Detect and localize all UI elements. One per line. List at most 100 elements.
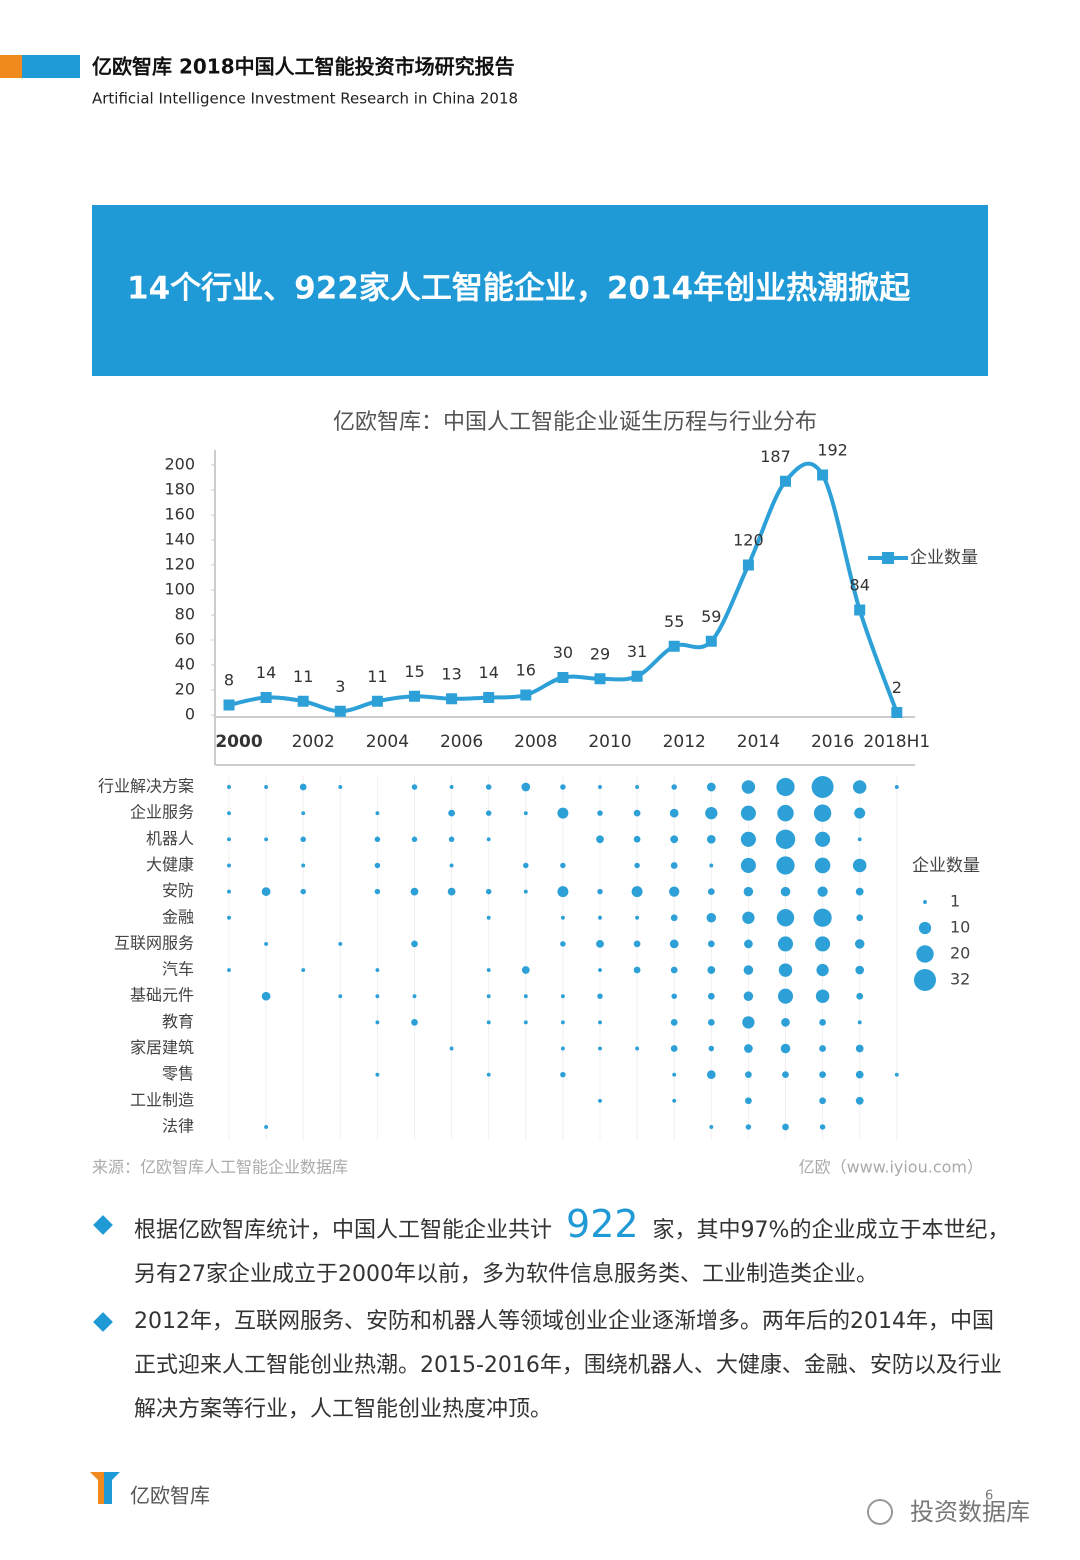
row-label: 教育 [162, 1012, 194, 1031]
bubble [375, 994, 380, 999]
bubble [781, 1018, 790, 1027]
data-label: 29 [590, 644, 610, 663]
chart-title: 亿欧智库：中国人工智能企业诞生历程与行业分布 [333, 410, 817, 435]
bubble [597, 888, 603, 895]
logo-icon [90, 1472, 104, 1504]
bubble [706, 834, 716, 844]
bubble [596, 940, 604, 948]
header-subtitle: Artificial Intelligence Investment Resea… [92, 90, 518, 108]
y-tick-label: 120 [164, 555, 195, 574]
legend-bubble [914, 969, 936, 991]
bubble [485, 810, 492, 816]
header-title: 亿欧智库 2018中国人工智能投资市场研究报告 [92, 55, 515, 79]
data-label: 8 [224, 671, 234, 690]
bubble [411, 940, 418, 948]
bubble [449, 785, 454, 789]
point-marker [371, 695, 383, 707]
bubble [449, 863, 454, 868]
header-bar [22, 55, 80, 78]
bubble [670, 835, 679, 844]
y-tick-label: 180 [164, 480, 195, 499]
bubble [635, 915, 640, 920]
bubble [560, 862, 566, 869]
bubble [819, 1071, 826, 1079]
point-marker [223, 699, 235, 711]
data-label: 11 [293, 667, 313, 686]
paragraph: 2012年，互联网服务、安防和机器人等领域创业企业逐渐增多。两年后的2014年，… [134, 1300, 1014, 1432]
bubble [598, 915, 602, 920]
bubble [560, 1020, 565, 1025]
bubble [819, 1018, 826, 1026]
point-marker [483, 692, 495, 703]
paragraph: 根据亿欧智库统计，中国人工智能企业共计 922 家，其中97%的企业成立于本世纪，另… [134, 1202, 1014, 1297]
bubble [596, 835, 604, 844]
bubble [855, 965, 865, 975]
bubble [227, 863, 231, 868]
point-marker [409, 690, 420, 702]
bubble [448, 809, 455, 817]
y-tick-label: 0 [185, 705, 195, 724]
point-marker [668, 640, 680, 652]
row-label: 零售 [162, 1064, 194, 1083]
bubble [301, 863, 306, 868]
bubble [671, 784, 677, 790]
point-marker [742, 559, 754, 571]
data-label: 14 [479, 663, 499, 682]
legend-label: 32 [950, 970, 970, 989]
y-tick-label: 80 [175, 605, 195, 624]
bubble [410, 887, 419, 896]
bubble [633, 940, 641, 948]
y-tick-label: 200 [164, 455, 195, 474]
bubble [560, 915, 565, 920]
bubble [264, 941, 269, 946]
point-marker [446, 693, 458, 705]
bubble [706, 1070, 716, 1079]
bubble [855, 1044, 864, 1053]
bubble [894, 785, 899, 789]
logo-icon [104, 1472, 120, 1504]
bubble [813, 908, 832, 927]
credit: 亿欧（www.iyiou.com） [799, 1158, 983, 1177]
x-tick-label: 2016 [811, 732, 854, 752]
bubble [523, 811, 528, 816]
point-marker [334, 705, 346, 717]
bubble [375, 1020, 380, 1025]
bubble [560, 1046, 565, 1051]
y-tick-label: 100 [164, 580, 195, 599]
bubble [670, 1045, 678, 1052]
bubble [777, 804, 794, 822]
bubble [709, 863, 714, 868]
bubble [523, 862, 529, 869]
bubble [815, 989, 830, 1003]
bubble [227, 837, 231, 842]
legend-bubble [918, 921, 932, 935]
bubble [338, 994, 343, 999]
bubble [707, 992, 715, 1000]
bubble [819, 1124, 826, 1130]
bubble [670, 1018, 678, 1026]
bubble [374, 888, 381, 895]
y-tick-label: 140 [164, 530, 195, 549]
point-marker [631, 670, 643, 682]
row-label: 法律 [162, 1116, 194, 1135]
point-marker [260, 692, 272, 703]
row-label: 机器人 [146, 829, 194, 848]
bubble [299, 783, 307, 791]
y-tick-label: 20 [175, 680, 195, 699]
bubble [261, 991, 271, 1001]
row-label: 基础元件 [130, 986, 194, 1005]
bubble [521, 966, 530, 974]
row-label: 大健康 [146, 855, 194, 874]
bubble [814, 857, 831, 874]
point-marker [297, 695, 309, 707]
bubble [300, 836, 306, 843]
data-label: 55 [664, 612, 684, 631]
bubble [635, 785, 640, 789]
row-label: 行业解决方案 [98, 777, 194, 796]
bubble [743, 886, 754, 897]
bubble [777, 936, 794, 952]
legend-label: 企业数量 [910, 548, 978, 568]
point-marker [891, 707, 903, 718]
x-tick-label: 2002 [292, 732, 335, 752]
